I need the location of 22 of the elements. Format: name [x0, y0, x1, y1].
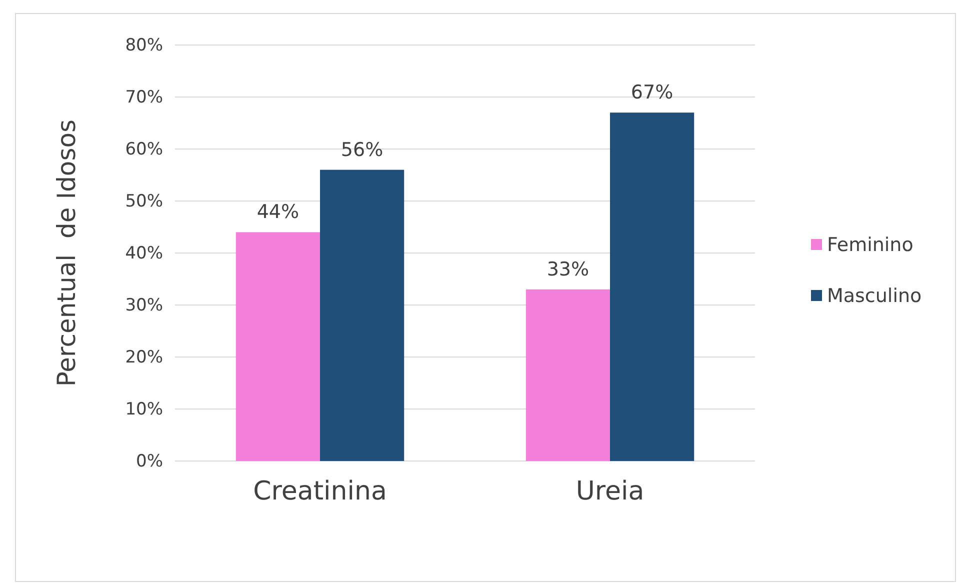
y-tick-label: 10%	[125, 399, 163, 420]
x-tick-label: Ureia	[576, 476, 644, 506]
y-tick-label: 30%	[125, 295, 163, 316]
y-tick-label: 0%	[136, 451, 163, 472]
bar	[526, 289, 610, 461]
bar	[610, 112, 694, 461]
data-label: 67%	[630, 82, 674, 104]
y-tick-label: 50%	[125, 191, 163, 212]
legend-label: Masculino	[827, 285, 922, 307]
x-tick-label: Creatinina	[253, 476, 387, 506]
data-label: 33%	[546, 258, 590, 280]
y-tick-label: 70%	[125, 87, 163, 108]
data-label: 56%	[340, 138, 384, 161]
bar	[236, 232, 320, 461]
legend-label: Feminino	[827, 234, 914, 256]
data-label: 44%	[256, 201, 300, 224]
y-tick-label: 80%	[125, 35, 163, 56]
y-tick-label: 20%	[125, 347, 163, 368]
bar	[320, 170, 404, 461]
y-tick-label: 60%	[125, 139, 163, 160]
y-tick-label: 40%	[125, 243, 163, 264]
y-axis-title: Percentual de Idosos	[52, 119, 81, 387]
